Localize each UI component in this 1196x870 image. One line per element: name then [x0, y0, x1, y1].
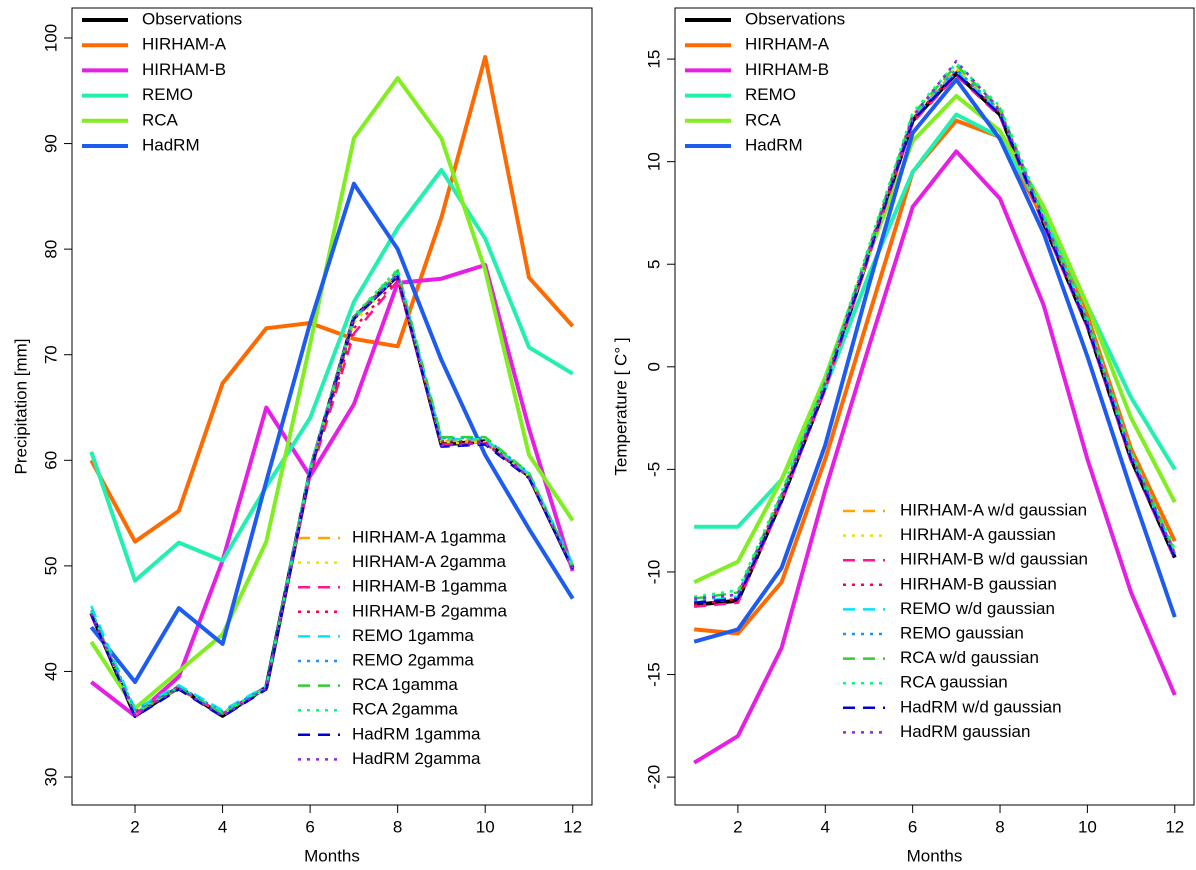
legend-label: RCA 1gamma — [352, 675, 458, 694]
legend-label: HIRHAM-A 2gamma — [352, 552, 507, 571]
plot-frame — [71, 7, 593, 806]
x-tick-label: 2 — [130, 817, 139, 836]
series-line — [89, 55, 575, 544]
x-tick-label: 10 — [476, 817, 495, 836]
legend-label: REMO w/d gaussian — [900, 599, 1055, 618]
legend-label: RCA 2gamma — [352, 700, 458, 719]
legend-label: HIRHAM-A gaussian — [900, 525, 1056, 544]
series-line — [694, 61, 1176, 598]
y-tick-label: 40 — [41, 662, 60, 681]
legend-label: RCA w/d gaussian — [900, 648, 1039, 667]
x-tick-label: 8 — [995, 817, 1004, 836]
legend-label: REMO — [142, 85, 193, 104]
legend-label: HIRHAM-B — [745, 60, 829, 79]
x-tick-label: 6 — [908, 817, 917, 836]
x-tick-label: 12 — [563, 817, 582, 836]
legend-label: HIRHAM-A — [142, 35, 227, 54]
series-line — [694, 68, 1176, 602]
y-tick-label: 5 — [644, 259, 663, 268]
legend-label: HadRM 1gamma — [352, 724, 481, 743]
legend-label: HIRHAM-B — [142, 60, 226, 79]
y-tick-label: -20 — [644, 765, 663, 790]
series-line — [693, 77, 1177, 644]
x-axis-label: Months — [304, 846, 360, 865]
series-line — [90, 275, 574, 719]
y-axis-label: Precipitation [mm] — [11, 338, 30, 474]
y-tick-label: -15 — [644, 662, 663, 687]
legend-label: Observations — [142, 9, 242, 28]
series-line — [90, 263, 575, 718]
legend-label: HIRHAM-B w/d gaussian — [900, 550, 1088, 569]
y-tick-label: 80 — [41, 240, 60, 259]
y-tick-label: -5 — [644, 462, 663, 477]
y-tick-label: -10 — [644, 560, 663, 585]
legend-label: Observations — [745, 9, 845, 28]
legend-label: REMO — [745, 85, 796, 104]
legend-label: HIRHAM-B 2gamma — [352, 601, 507, 620]
y-tick-label: 0 — [644, 362, 663, 371]
x-tick-label: 4 — [821, 817, 830, 836]
y-tick-label: 70 — [41, 345, 60, 364]
plot-frame — [674, 7, 1195, 806]
legend-label: HadRM 2gamma — [352, 749, 481, 768]
series-line — [89, 76, 575, 711]
x-tick-label: 10 — [1078, 817, 1097, 836]
legend-label: HIRHAM-B 1gamma — [352, 577, 507, 596]
series-line — [90, 277, 574, 714]
y-tick-label: 100 — [41, 24, 60, 52]
legend-label: HIRHAM-A 1gamma — [352, 527, 507, 546]
legend-label: HIRHAM-B gaussian — [900, 574, 1057, 593]
series-line — [90, 274, 574, 716]
legend-label: REMO 1gamma — [352, 626, 474, 645]
x-tick-label: 8 — [393, 817, 402, 836]
legend-label: HadRM — [142, 135, 200, 154]
legend-label: HadRM gaussian — [900, 722, 1030, 741]
y-tick-label: 15 — [644, 50, 663, 69]
series-line — [89, 181, 575, 684]
legend-label: RCA — [142, 110, 179, 129]
legend-label: RCA — [745, 110, 782, 129]
y-tick-label: 60 — [41, 451, 60, 470]
series-line — [694, 72, 1176, 604]
series-line — [90, 267, 574, 714]
series-line — [89, 168, 574, 583]
x-tick-label: 12 — [1165, 817, 1184, 836]
legend-label: HadRM — [745, 135, 803, 154]
series-line — [90, 279, 574, 715]
x-tick-label: 4 — [218, 817, 227, 836]
y-tick-label: 10 — [644, 152, 663, 171]
legend-label: HIRHAM-A — [745, 35, 830, 54]
series-line — [693, 94, 1177, 585]
y-tick-label: 50 — [41, 556, 60, 575]
x-tick-label: 6 — [305, 817, 314, 836]
legend-label: REMO gaussian — [900, 623, 1024, 642]
x-axis-label: Months — [907, 846, 963, 865]
legend-label: REMO 2gamma — [352, 650, 474, 669]
legend-label: RCA gaussian — [900, 673, 1008, 692]
y-tick-label: 90 — [41, 134, 60, 153]
y-axis-label: Temperature [ C° ] — [611, 337, 630, 475]
series-line — [693, 149, 1177, 765]
y-tick-label: 30 — [41, 768, 60, 787]
x-tick-label: 2 — [733, 817, 742, 836]
legend-label: HIRHAM-A w/d gaussian — [900, 500, 1087, 519]
legend-label: HadRM w/d gaussian — [900, 697, 1062, 716]
